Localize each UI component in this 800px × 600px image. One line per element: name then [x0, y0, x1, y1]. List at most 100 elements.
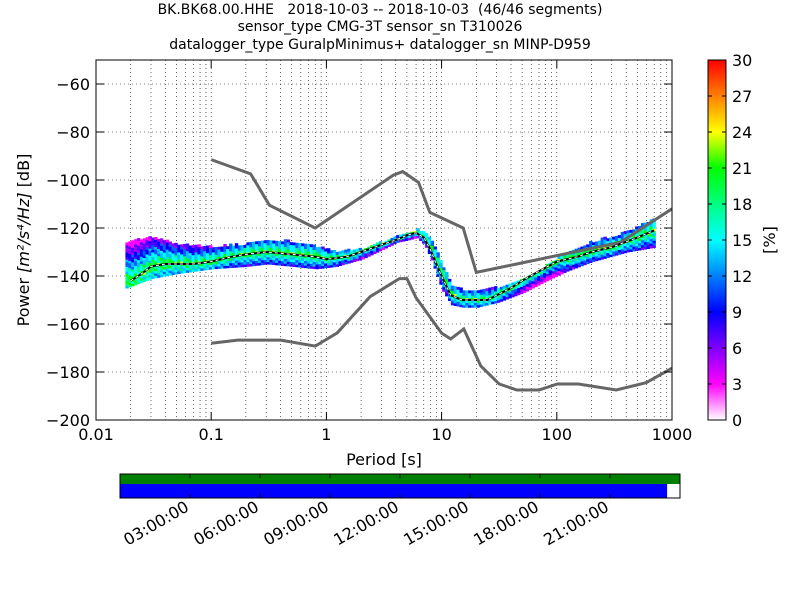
psd-cell: [275, 252, 279, 256]
psd-cell: [312, 254, 316, 258]
psd-cell: [309, 244, 314, 248]
psd-cell: [208, 254, 213, 258]
psd-cell: [165, 251, 170, 255]
colorbar-tick-label: 18: [732, 195, 752, 214]
psd-cell: [131, 281, 135, 284]
psd-cell: [171, 272, 175, 276]
psd-cell: [220, 260, 224, 264]
psd-cell: [626, 244, 630, 248]
psd-cell: [191, 269, 196, 273]
psd-cell: [531, 276, 535, 279]
psd-cell: [301, 264, 305, 268]
colorbar-ticks: 0 3 6 9 12 15 18 21 24 27 30: [708, 51, 752, 430]
psd-cell: [508, 288, 512, 292]
psd-cell: [125, 242, 129, 246]
psd-cell: [203, 248, 207, 252]
psd-cell: [145, 256, 149, 260]
x-axis-ticks: 0.01 0.1 1 10 100 1000: [78, 60, 692, 444]
psd-cell: [125, 249, 129, 253]
psd-cell: [640, 235, 645, 238]
psd-cell: [522, 282, 527, 286]
psd-cell: [139, 248, 144, 252]
psd-cell: [255, 248, 259, 252]
psd-cell: [335, 261, 340, 265]
psd-cell: [157, 272, 161, 276]
colorbar-tick-label: 15: [732, 231, 752, 250]
psd-cell: [312, 256, 316, 260]
psd-cell: [476, 290, 481, 294]
psd-cell: [128, 274, 132, 278]
psd-cell: [194, 268, 198, 272]
psd-cell: [197, 251, 201, 255]
psd-cell: [632, 246, 636, 250]
psd-cell: [341, 257, 345, 261]
psd-cell: [139, 239, 144, 243]
psd-cell: [278, 253, 282, 257]
psd-cell: [471, 295, 475, 299]
psd-cell: [125, 254, 129, 258]
psd-cell: [283, 241, 288, 245]
psd-cell: [427, 251, 432, 255]
plot-frame: [95, 59, 673, 421]
psd-cell: [168, 253, 172, 257]
psd-cell: [390, 242, 394, 246]
psd-cell: [214, 249, 219, 253]
psd-cell: [528, 282, 532, 286]
psd-cell: [609, 244, 613, 248]
psd-cell: [283, 239, 288, 243]
psd-cell: [139, 268, 144, 272]
psd-cell: [401, 233, 406, 237]
psd-cell: [594, 255, 599, 259]
psd-cell: [208, 257, 213, 261]
psd-cell: [629, 244, 633, 248]
psd-cell: [387, 239, 391, 243]
psd-cell: [162, 266, 167, 270]
psd-cell: [154, 241, 158, 245]
psd-cell: [517, 292, 521, 296]
psd-cell: [292, 247, 296, 251]
psd-cell: [315, 261, 319, 265]
psd-cell: [511, 292, 515, 295]
psd-cell: [234, 262, 239, 266]
psd-cell: [635, 233, 639, 237]
psd-cell: [617, 237, 622, 241]
psd-cell: [332, 252, 337, 256]
psd-cell: [649, 233, 653, 237]
psd-cell: [327, 248, 331, 252]
psd-cell: [315, 249, 319, 253]
psd-cell: [577, 259, 581, 263]
psd-cell: [485, 288, 489, 292]
psd-cell: [292, 242, 296, 246]
psd-cell: [612, 246, 616, 250]
psd-cell: [632, 234, 636, 238]
psd-cell: [577, 264, 581, 268]
psd-cell: [174, 259, 178, 263]
psd-cell: [571, 266, 576, 270]
psd-cell: [162, 244, 167, 248]
psd-cell: [623, 245, 628, 249]
psd-cell: [298, 262, 302, 266]
psd-cell: [206, 257, 210, 261]
psd-cell: [183, 243, 187, 247]
psd-cell: [456, 301, 460, 305]
psd-cell: [223, 253, 227, 257]
psd-cell: [136, 266, 141, 270]
psd-cell: [136, 271, 141, 275]
psd-cell: [128, 284, 132, 288]
psd-cell: [303, 253, 308, 257]
psd-cell: [646, 241, 651, 245]
psd-cell: [226, 262, 230, 266]
psd-cell: [609, 251, 613, 255]
psd-cell: [197, 253, 201, 257]
psd-cell: [594, 258, 599, 262]
psd-cell: [563, 260, 567, 264]
psd-cell: [615, 235, 619, 239]
psd-cell: [191, 264, 196, 268]
psd-cell: [295, 261, 299, 265]
psd-cell: [456, 286, 460, 290]
y-tick-label: −160: [46, 315, 90, 334]
psd-cell: [649, 238, 653, 242]
psd-cell: [566, 268, 570, 272]
psd-cell: [442, 288, 446, 292]
timeline-tick-label: 15:00:00: [400, 497, 472, 549]
